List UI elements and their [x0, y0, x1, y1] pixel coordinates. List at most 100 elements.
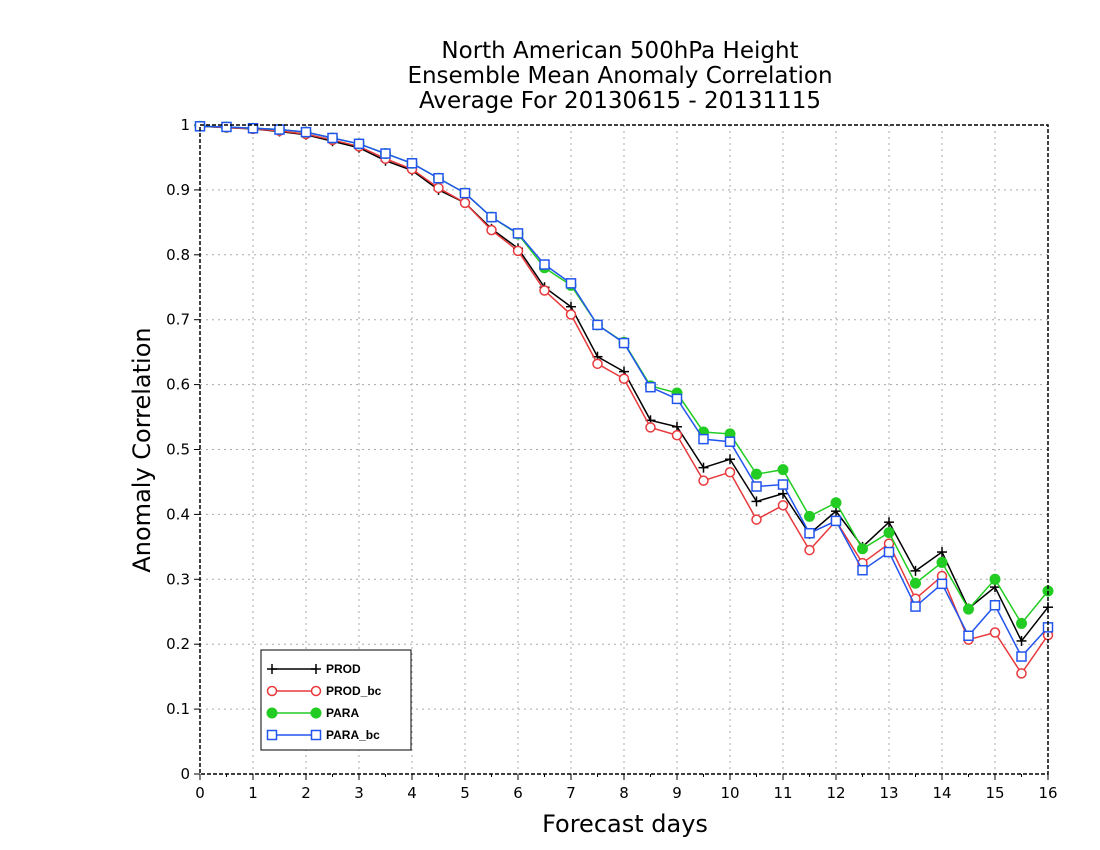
data-point-1-19 [698, 475, 709, 486]
data-point-1-30 [989, 627, 1001, 638]
data-point-3-5 [327, 132, 338, 144]
y-tick-label-1: 0.1 [166, 700, 190, 718]
data-point-2-29 [963, 603, 974, 615]
data-point-0-28 [937, 547, 947, 558]
legend-marker-left [266, 685, 278, 697]
y-axis-label: Anomaly Correlation [128, 327, 156, 572]
x-tick-label-16: 16 [1038, 784, 1057, 802]
data-point-3-11 [486, 211, 497, 223]
x-tick-label-7: 7 [566, 784, 576, 802]
data-point-2-22 [777, 464, 789, 476]
x-tick-label-0: 0 [195, 784, 205, 802]
legend-item-prod: PROD [267, 662, 361, 676]
data-point-2-25 [857, 543, 868, 555]
x-tick-label-3: 3 [354, 784, 364, 802]
data-point-3-14 [565, 278, 577, 289]
data-point-3-2 [247, 122, 259, 134]
y-tick-label-6: 0.6 [166, 376, 190, 394]
data-point-2-31 [1016, 617, 1027, 629]
data-point-2-21 [751, 468, 762, 480]
data-point-3-28 [936, 578, 948, 590]
data-point-1-26 [883, 538, 895, 549]
data-point-1-18 [671, 429, 683, 441]
series-para-bc [194, 121, 1054, 662]
data-point-3-24 [830, 515, 842, 527]
data-point-2-28 [936, 556, 948, 568]
data-point-3-10 [459, 187, 471, 199]
x-tick-label-5: 5 [460, 784, 470, 802]
y-tick-label-7: 0.7 [166, 311, 190, 329]
data-point-2-24 [830, 497, 842, 509]
y-tick-label-10: 1 [180, 116, 190, 134]
legend-item-para-bc: PARA_bc [266, 728, 380, 742]
x-tick-label-11: 11 [773, 784, 792, 802]
data-point-3-6 [353, 138, 365, 150]
data-point-3-19 [698, 433, 709, 445]
legend-label: PROD_bc [326, 684, 382, 698]
x-tick-label-14: 14 [932, 784, 951, 802]
data-point-3-12 [512, 228, 524, 239]
legend-label: PROD [326, 662, 361, 676]
data-point-0-27 [910, 565, 921, 576]
data-point-1-11 [486, 224, 497, 236]
data-point-1-20 [724, 466, 736, 478]
legend-label: PARA_bc [326, 728, 380, 742]
data-point-1-14 [565, 309, 577, 320]
x-tick-label-4: 4 [407, 784, 417, 802]
data-point-0-21 [751, 496, 762, 507]
x-tick-label-8: 8 [619, 784, 629, 802]
data-point-3-31 [1016, 651, 1027, 662]
data-point-3-1 [221, 121, 232, 133]
data-point-3-27 [910, 601, 921, 612]
data-point-1-16 [618, 373, 630, 385]
y-tick-label-2: 0.2 [166, 635, 190, 653]
data-point-0-20 [725, 454, 735, 465]
y-tick-label-0: 0 [180, 765, 190, 783]
data-point-3-20 [724, 436, 736, 447]
y-tick-label-9: 0.9 [166, 181, 190, 199]
y-axis-ticks: 0 0.1 0.2 0.3 0.4 0.5 0.6 0.7 0.8 0.9 1 [166, 116, 200, 783]
data-point-3-4 [300, 126, 312, 138]
data-point-1-10 [459, 197, 471, 209]
legend-marker-right [311, 664, 321, 674]
data-point-1-23 [804, 544, 815, 556]
data-point-3-16 [618, 337, 630, 349]
legend: PROD PROD_bc PARA PARA_bc [260, 649, 412, 751]
legend-marker-right [310, 685, 322, 697]
series-lines [194, 120, 1054, 679]
legend-marker-right [310, 707, 322, 719]
data-point-3-29 [963, 630, 974, 642]
title-line-1: North American 500hPa Height [441, 38, 798, 64]
data-point-1-22 [777, 500, 789, 511]
data-point-3-18 [671, 393, 683, 405]
data-point-1-15 [592, 358, 603, 370]
x-tick-label-6: 6 [513, 784, 523, 802]
plot-frame [199, 124, 1049, 775]
x-tick-label-15: 15 [985, 784, 1004, 802]
x-tick-label-1: 1 [248, 784, 258, 802]
x-tick-label-13: 13 [879, 784, 898, 802]
legend-item-prod-bc: PROD_bc [266, 684, 382, 698]
legend-marker-right [310, 729, 322, 741]
data-point-3-30 [989, 600, 1001, 611]
data-point-2-30 [989, 573, 1001, 585]
data-point-3-9 [433, 172, 444, 184]
data-point-2-23 [804, 510, 815, 522]
data-point-0-26 [884, 517, 894, 528]
y-tick-label-4: 0.4 [166, 505, 190, 523]
title-line-3: Average For 20130615 - 20131115 [419, 88, 821, 114]
data-point-2-27 [910, 577, 921, 589]
data-point-0-19 [698, 462, 709, 473]
legend-box [260, 649, 412, 751]
data-point-1-9 [433, 182, 444, 194]
y-tick-label-3: 0.3 [166, 570, 190, 588]
data-point-0-22 [778, 488, 788, 499]
legend-marker-left [266, 707, 278, 719]
x-axis-label: Forecast days [542, 810, 708, 838]
data-point-3-17 [645, 381, 656, 393]
data-point-3-25 [857, 564, 868, 576]
data-point-3-3 [274, 124, 285, 135]
data-point-1-12 [512, 245, 524, 257]
data-point-3-23 [804, 527, 815, 539]
